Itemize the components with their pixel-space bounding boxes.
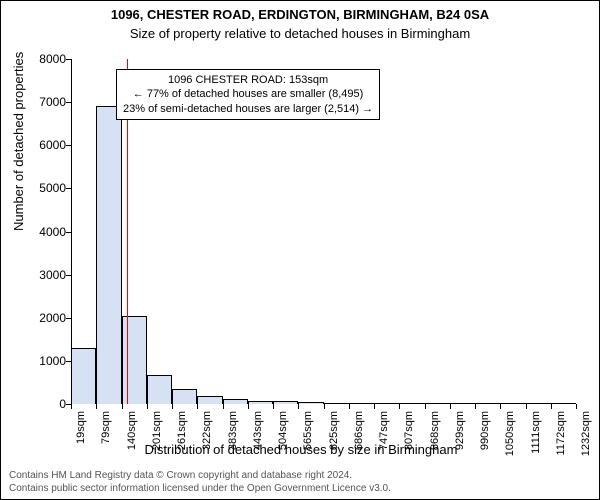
histogram-bar — [475, 403, 500, 404]
histogram-bar — [374, 403, 399, 404]
annotation-box: 1096 CHESTER ROAD: 153sqm ← 77% of detac… — [116, 69, 380, 120]
histogram-bar — [96, 106, 121, 404]
footer-line2: Contains public sector information licen… — [9, 483, 391, 496]
y-tick-mark — [66, 275, 71, 276]
y-tick-label: 1000 — [26, 354, 66, 368]
x-tick-mark — [475, 404, 476, 409]
annotation-line1: 1096 CHESTER ROAD: 153sqm — [123, 73, 373, 87]
histogram-bar — [349, 403, 374, 404]
histogram-bar — [223, 399, 248, 404]
x-tick-mark — [223, 404, 224, 409]
histogram-bar — [551, 403, 576, 404]
histogram-bar — [425, 403, 450, 404]
histogram-bar — [122, 316, 147, 404]
x-tick-mark — [399, 404, 400, 409]
y-tick-mark — [66, 318, 71, 319]
chart-subtitle: Size of property relative to detached ho… — [1, 24, 599, 41]
x-tick-mark — [526, 404, 527, 409]
annotation-line3: 23% of semi-detached houses are larger (… — [123, 102, 373, 116]
histogram-bar — [399, 403, 424, 404]
x-tick-mark — [374, 404, 375, 409]
histogram-bar — [324, 403, 349, 404]
chart-container: 1096, CHESTER ROAD, ERDINGTON, BIRMINGHA… — [0, 0, 600, 500]
y-tick-mark — [66, 188, 71, 189]
x-tick-mark — [96, 404, 97, 409]
histogram-bar — [526, 403, 551, 404]
y-axis-label: Number of detached properties — [11, 52, 26, 231]
y-tick-mark — [66, 145, 71, 146]
x-tick-mark — [197, 404, 198, 409]
y-tick-mark — [66, 102, 71, 103]
histogram-bar — [248, 401, 273, 404]
histogram-bar — [298, 402, 323, 404]
annotation-line2: ← 77% of detached houses are smaller (8,… — [123, 87, 373, 101]
histogram-bar — [273, 401, 298, 404]
y-tick-label: 7000 — [26, 95, 66, 109]
footer-text: Contains HM Land Registry data © Crown c… — [9, 470, 391, 495]
histogram-bar — [172, 389, 197, 404]
x-tick-mark — [122, 404, 123, 409]
x-tick-mark — [147, 404, 148, 409]
y-tick-label: 3000 — [26, 268, 66, 282]
x-axis-label: Distribution of detached houses by size … — [1, 442, 600, 457]
histogram-bar — [500, 403, 525, 404]
y-tick-label: 8000 — [26, 52, 66, 66]
y-tick-label: 5000 — [26, 181, 66, 195]
histogram-bar — [197, 396, 222, 404]
x-tick-mark — [551, 404, 552, 409]
y-tick-label: 4000 — [26, 225, 66, 239]
y-tick-label: 6000 — [26, 138, 66, 152]
y-tick-mark — [66, 232, 71, 233]
x-tick-mark — [324, 404, 325, 409]
x-tick-mark — [248, 404, 249, 409]
y-tick-mark — [66, 59, 71, 60]
footer-line1: Contains HM Land Registry data © Crown c… — [9, 470, 391, 483]
x-tick-mark — [450, 404, 451, 409]
x-tick-mark — [576, 404, 577, 409]
chart-area: 01000200030004000500060007000800019sqm79… — [71, 59, 576, 404]
x-tick-mark — [298, 404, 299, 409]
x-tick-mark — [71, 404, 72, 409]
histogram-bar — [450, 403, 475, 404]
y-tick-label: 2000 — [26, 311, 66, 325]
x-tick-mark — [273, 404, 274, 409]
histogram-bar — [147, 375, 172, 404]
x-tick-mark — [349, 404, 350, 409]
x-tick-mark — [500, 404, 501, 409]
chart-title: 1096, CHESTER ROAD, ERDINGTON, BIRMINGHA… — [1, 1, 599, 24]
x-tick-mark — [425, 404, 426, 409]
histogram-bar — [71, 348, 96, 404]
y-tick-label: 0 — [26, 397, 66, 411]
x-tick-mark — [172, 404, 173, 409]
